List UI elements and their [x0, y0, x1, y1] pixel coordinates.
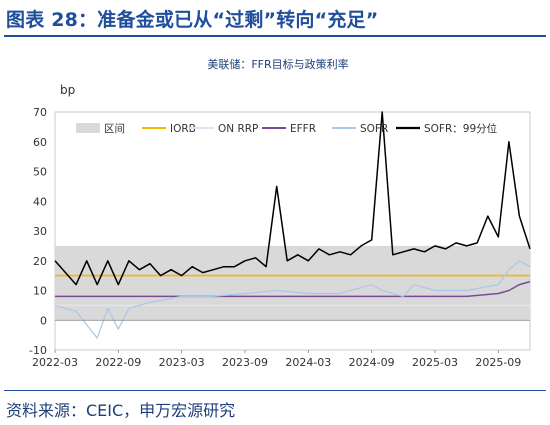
- y-tick-label: 30: [33, 225, 47, 238]
- x-tick-label: 2025-03: [412, 356, 458, 369]
- legend-label-onrrp: ON RRP: [218, 123, 258, 135]
- legend-label-iorb: IORB: [170, 123, 196, 135]
- sofr-line: [54, 260, 531, 339]
- legend-item-sofr99: SOFR：99分位: [396, 122, 498, 135]
- legend-swatch-band: [76, 123, 100, 133]
- legend-item-effr: EFFR: [262, 123, 316, 135]
- x-tick-label: 2024-03: [285, 356, 331, 369]
- plot-frame: [54, 111, 531, 351]
- x-tick-label: 2022-03: [32, 356, 78, 369]
- effr-line: [55, 280, 531, 298]
- y-tick-label: 50: [33, 166, 47, 179]
- y-tick-label: -10: [29, 344, 47, 357]
- figure-title: 图表 28：准备金或已从“过剩”转向“充足”: [6, 9, 379, 31]
- x-tick-label: 2022-09: [95, 356, 141, 369]
- y-tick-label: 70: [33, 106, 47, 119]
- legend-item-iorb: IORB: [142, 123, 196, 135]
- chart-title: 美联储：FFR目标与政策利率: [207, 57, 348, 71]
- legend-label-sofr: SOFR: [360, 123, 388, 135]
- legend-item-onrrp: ON RRP: [190, 123, 258, 135]
- legend: 区间 IORB ON RRP EFFR SOFR SOFR：99分位: [76, 122, 498, 135]
- y-axis-label: bp: [60, 83, 75, 97]
- legend-label-sofr99: SOFR：99分位: [424, 122, 498, 135]
- x-tick-label: 2023-03: [159, 356, 205, 369]
- x-tick-label: 2023-09: [222, 356, 268, 369]
- title-divider: [4, 35, 546, 37]
- y-tick-label: 10: [33, 285, 47, 298]
- plot-area: [54, 111, 531, 351]
- legend-item-band: 区间: [76, 122, 125, 135]
- legend-label-band: 区间: [104, 122, 125, 135]
- source-note: 资料来源：CEIC，申万宏源研究: [6, 401, 236, 420]
- y-tick-label: 20: [33, 255, 47, 268]
- axes: -10 0 10 20 30 40 50 60 70 2022-03 2022-09 2023-03 2…: [29, 106, 530, 369]
- legend-label-effr: EFFR: [290, 123, 316, 135]
- sofr99-line: [54, 111, 531, 286]
- policy-rate-chart: 美联储：FFR目标与政策利率 bp -10 0 10 20 30 40 50 60 70 2022…: [29, 57, 531, 369]
- figure-header: 图表 28：准备金或已从“过剩”转向“充足”: [0, 0, 550, 44]
- legend-item-sofr: SOFR: [332, 123, 388, 135]
- footer-divider: [4, 390, 546, 391]
- series-layer: [54, 111, 531, 339]
- y-tick-label: 0: [40, 314, 47, 327]
- y-tick-label: 60: [33, 136, 47, 149]
- y-tick-label: 40: [33, 195, 47, 208]
- x-tick-label: 2024-09: [349, 356, 395, 369]
- x-tick-label: 2025-09: [475, 356, 521, 369]
